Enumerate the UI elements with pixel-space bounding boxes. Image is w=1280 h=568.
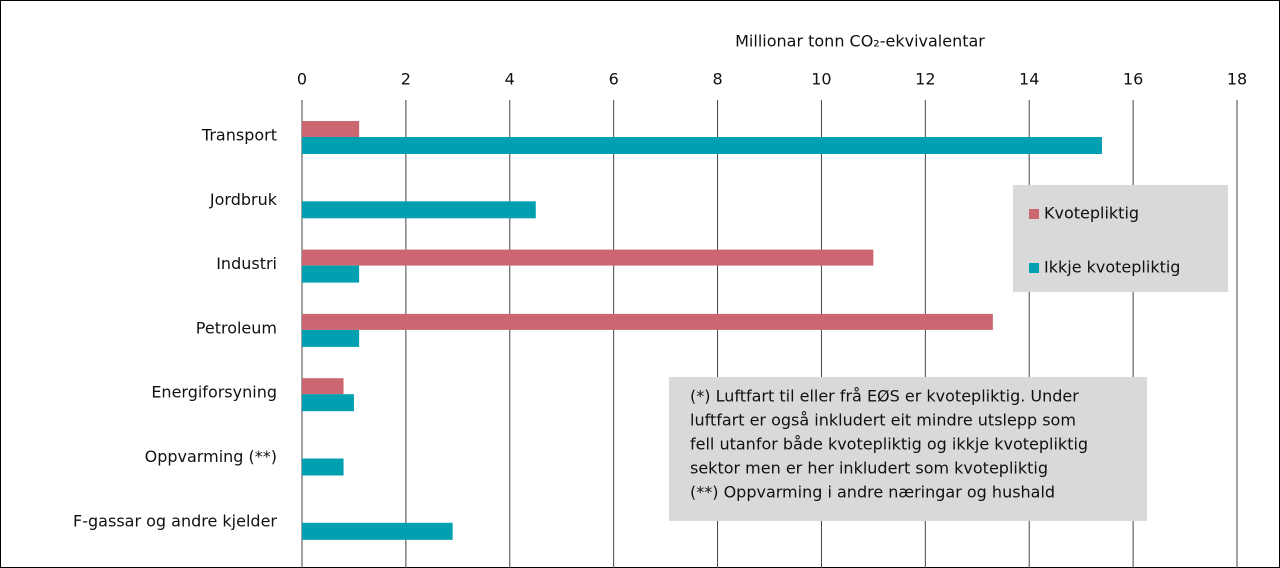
y-tick-label: F-gassar og andre kjelder [73, 511, 277, 530]
bar [302, 394, 354, 412]
x-axis-label: Millionar tonn CO₂-ekvivalentar [735, 32, 985, 51]
legend-label: Kvotepliktig [1044, 204, 1139, 223]
y-tick-label: Energiforsyning [151, 383, 277, 402]
y-tick-label: Industri [216, 254, 277, 273]
legend-swatch [1029, 209, 1039, 219]
legend-label: Ikkje kvotepliktig [1044, 258, 1180, 277]
bar [302, 329, 360, 347]
x-tick-label: 8 [712, 70, 722, 89]
y-tick-label: Petroleum [196, 318, 277, 337]
x-tick-label: 18 [1227, 70, 1247, 89]
y-tick-label: Transport [201, 126, 277, 145]
legend-swatch [1029, 263, 1039, 273]
x-tick-label: 2 [401, 70, 411, 89]
y-tick-label: Jordbruk [209, 190, 278, 209]
x-tick-label: 16 [1123, 70, 1143, 89]
annotation-box [669, 377, 1147, 521]
x-tick-label: 10 [811, 70, 831, 89]
bar [302, 378, 344, 395]
bar [302, 313, 993, 330]
x-tick-label: 12 [915, 70, 935, 89]
x-tick-label: 0 [297, 70, 307, 89]
x-tick-label: 4 [505, 70, 515, 89]
bar [302, 265, 360, 283]
annotation-line: luftfart er også inkludert eit mindre ut… [690, 411, 1076, 430]
annotation-line: fell utanfor både kvotepliktig og ikkje … [690, 435, 1088, 454]
y-tick-label: Oppvarming (**) [145, 447, 277, 466]
bar [302, 137, 1102, 154]
annotation-line: (*) Luftfart til eller frå EØS er kvotep… [690, 387, 1079, 406]
x-tick-label: 6 [609, 70, 619, 89]
x-tick-label: 14 [1019, 70, 1039, 89]
bar [302, 458, 344, 476]
annotation-line: (**) Oppvarming i andre næringar og hush… [690, 483, 1055, 502]
bar [302, 249, 874, 266]
legend-box [1013, 185, 1228, 292]
bar [302, 522, 453, 540]
bar [302, 201, 536, 219]
bar [302, 121, 360, 137]
annotation-line: sektor men er her inkludert som kvotepli… [690, 459, 1048, 478]
